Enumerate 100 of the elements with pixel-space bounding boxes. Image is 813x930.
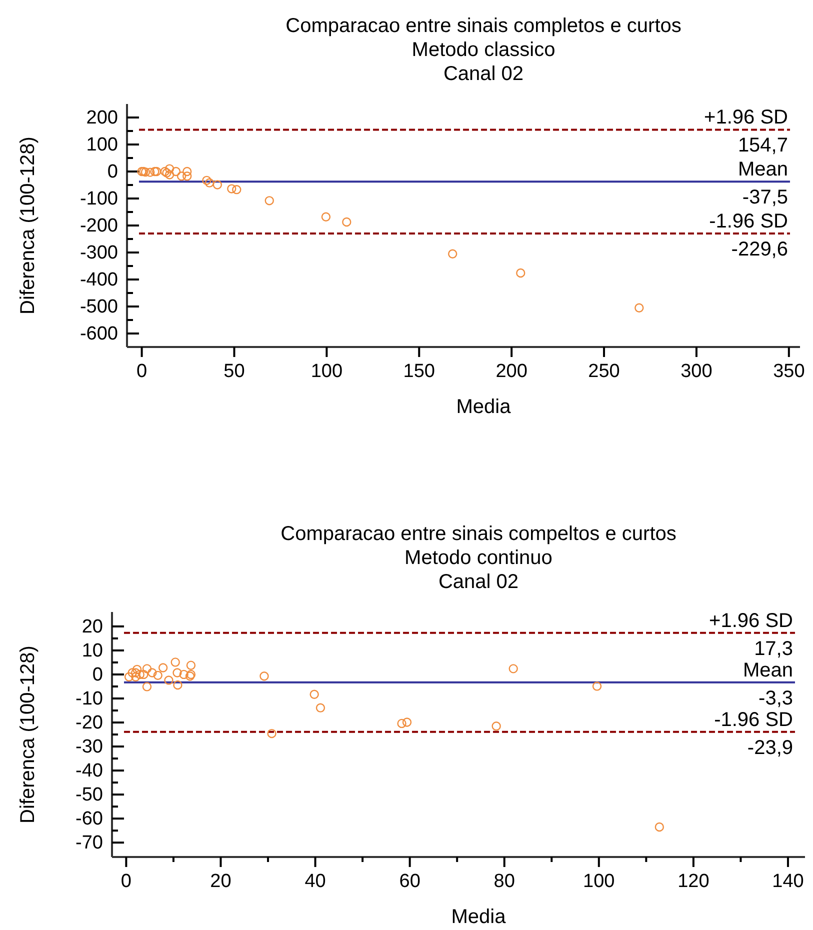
ref-line-label: +1.96 SD xyxy=(709,610,793,632)
chart-title: Comparacao entre sinais completos e curtos xyxy=(286,15,682,37)
y-tick-label: 20 xyxy=(82,616,103,638)
point xyxy=(128,668,137,678)
ref-line-label: Mean xyxy=(738,158,788,181)
point xyxy=(402,718,412,727)
point xyxy=(260,672,269,681)
x-tick-label: 200 xyxy=(496,360,528,382)
point xyxy=(148,668,157,678)
point xyxy=(142,664,152,674)
chart-title: Comparacao entre sinais compeltos e curtos xyxy=(280,523,676,545)
point xyxy=(164,164,174,174)
y-tick-label: 0 xyxy=(107,162,118,183)
point xyxy=(158,663,168,672)
ref-line-label: Mean xyxy=(742,659,793,682)
x-tick-label: 20 xyxy=(210,870,232,892)
y-tick-label: -70 xyxy=(76,832,103,854)
point xyxy=(227,184,236,194)
y-tick-label: -20 xyxy=(76,712,103,734)
chart-subtitle: Metodo continuo Canal 02 xyxy=(404,547,552,593)
x-tick-label: 300 xyxy=(680,360,712,382)
y-axis-title: Diferenca (100-128) xyxy=(17,136,39,314)
point xyxy=(654,822,664,832)
y-tick-label: 100 xyxy=(86,134,118,156)
y-tick-label: -300 xyxy=(80,242,118,264)
x-tick-label: 60 xyxy=(399,870,420,892)
point xyxy=(139,670,148,680)
point xyxy=(142,682,152,692)
point xyxy=(186,660,196,670)
point xyxy=(508,664,518,674)
point xyxy=(232,185,242,194)
ref-line-label: -1.96 SD xyxy=(714,708,793,731)
chart-subtitle: Metodo classico Canal 02 xyxy=(412,39,556,85)
point xyxy=(139,166,148,176)
point xyxy=(160,166,170,176)
point xyxy=(172,668,182,678)
y-tick-label: -500 xyxy=(80,296,118,318)
point xyxy=(212,180,222,190)
point xyxy=(634,303,644,312)
point xyxy=(170,658,180,667)
point xyxy=(182,166,192,176)
point xyxy=(592,682,602,691)
y-tick-label: -100 xyxy=(80,188,118,210)
annotation: -23,9 xyxy=(747,736,793,759)
y-tick-label: 200 xyxy=(86,108,118,129)
point xyxy=(135,670,144,680)
y-tick-label: -60 xyxy=(76,808,103,830)
point xyxy=(164,170,174,180)
y-tick-label: -600 xyxy=(80,324,118,345)
point xyxy=(146,168,155,177)
point xyxy=(173,680,182,690)
point xyxy=(448,249,458,258)
point xyxy=(171,166,181,176)
x-tick-label: 50 xyxy=(224,360,245,382)
point xyxy=(202,176,212,185)
x-tick-label: 150 xyxy=(403,360,435,382)
x-tick-label: 140 xyxy=(772,870,804,892)
x-tick-label: 0 xyxy=(136,360,148,382)
annotation: -229,6 xyxy=(731,238,788,260)
point xyxy=(492,722,501,731)
annotation: -37,5 xyxy=(742,186,788,209)
y-tick-label: -400 xyxy=(80,270,118,291)
point xyxy=(124,672,134,682)
x-tick-label: 250 xyxy=(588,360,620,382)
point xyxy=(140,167,150,177)
ref-line-label: +1.96 SD xyxy=(704,106,788,129)
x-tick-label: 100 xyxy=(310,360,343,382)
y-tick-label: -50 xyxy=(76,784,103,806)
y-tick-label: -30 xyxy=(76,736,103,758)
point xyxy=(264,196,274,206)
point xyxy=(150,166,160,176)
y-tick-label: -10 xyxy=(76,688,103,710)
ref-line-label: -1.96 SD xyxy=(709,210,788,232)
point xyxy=(342,217,352,227)
x-tick-label: 0 xyxy=(120,870,132,892)
point xyxy=(176,172,186,181)
point xyxy=(179,670,188,680)
point xyxy=(310,690,319,699)
y-tick-label: -40 xyxy=(76,760,103,782)
point xyxy=(131,672,140,682)
point xyxy=(204,178,214,188)
point xyxy=(131,668,140,678)
point xyxy=(397,718,406,728)
y-axis-title: Diferenca (100-128) xyxy=(17,646,39,824)
point xyxy=(152,166,162,176)
y-tick-label: -200 xyxy=(80,216,118,237)
x-tick-label: 100 xyxy=(583,870,615,892)
point xyxy=(153,670,162,680)
point xyxy=(267,728,276,738)
annotation: -3,3 xyxy=(758,687,793,710)
x-axis-title: Media xyxy=(456,396,512,418)
point xyxy=(162,168,172,178)
x-tick-label: 350 xyxy=(773,360,805,382)
y-tick-label: 10 xyxy=(82,640,103,662)
point xyxy=(516,268,526,278)
point xyxy=(137,166,146,176)
point xyxy=(316,703,326,712)
x-tick-label: 80 xyxy=(494,870,515,892)
annotation: 17,3 xyxy=(754,638,793,660)
point xyxy=(321,212,331,222)
